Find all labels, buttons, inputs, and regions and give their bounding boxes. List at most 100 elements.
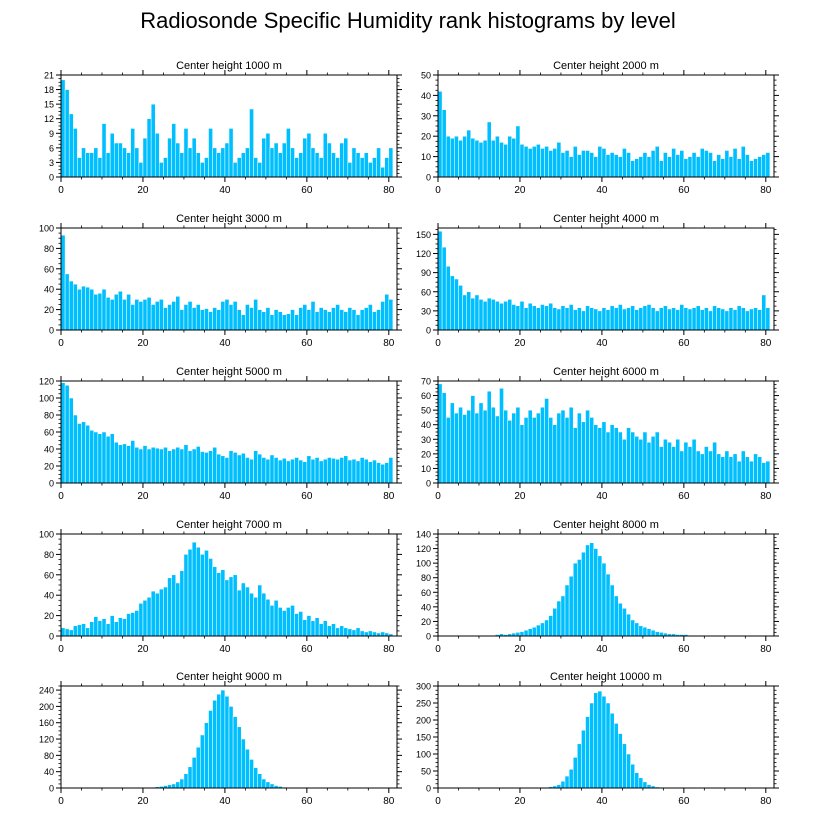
histogram-bar — [167, 137, 172, 178]
histogram-bar — [544, 146, 549, 178]
histogram-bar — [622, 308, 627, 331]
histogram-bar — [159, 162, 164, 178]
histogram-bar — [634, 622, 640, 637]
histogram-bar — [376, 462, 381, 484]
histogram-bar — [77, 624, 82, 637]
histogram-bar — [577, 154, 582, 178]
histogram-bar — [368, 461, 373, 484]
histogram-bar — [142, 600, 148, 637]
y-tick-label: 40 — [44, 591, 54, 601]
histogram-bar — [277, 459, 283, 484]
x-tick-label: 60 — [678, 338, 690, 349]
histogram-bar — [290, 309, 295, 331]
histogram-panel-2: Center height 2000 m 0 20 40 60 80 0 10 20 30 40 50 — [421, 60, 779, 196]
histogram-bar — [716, 307, 721, 331]
histogram-bar — [241, 453, 246, 484]
x-tick-label: 60 — [678, 185, 690, 196]
histogram-bar — [187, 147, 193, 178]
y-tick-label: 240 — [39, 686, 54, 696]
histogram-bar — [163, 307, 168, 331]
panel-title: Center height 6000 m — [553, 366, 659, 378]
histogram-bar — [134, 447, 140, 484]
histogram-bar — [548, 302, 553, 331]
histogram-bar — [261, 778, 267, 789]
x-tick-label: 40 — [596, 338, 608, 349]
x-tick-label: 60 — [678, 796, 690, 807]
histogram-bar — [441, 109, 447, 178]
histogram-bar — [736, 460, 742, 484]
x-tick-label: 60 — [301, 491, 313, 502]
histogram-bar — [347, 162, 353, 178]
histogram-bar — [622, 608, 627, 637]
histogram-bar — [101, 123, 107, 178]
histogram-bar — [93, 431, 99, 484]
histogram-bar — [745, 456, 750, 484]
histogram-bar — [232, 716, 238, 789]
histogram-bar — [462, 135, 467, 178]
histogram-bar — [667, 308, 672, 331]
y-tick-label: 0 — [49, 173, 54, 183]
histogram-panel-1: Center height 1000 m 0 20 40 60 80 0 3 6 9 12 15 18 2… — [44, 60, 402, 196]
histogram-bar — [331, 152, 336, 178]
histogram-bar — [216, 309, 222, 331]
histogram-bar — [138, 448, 144, 484]
histogram-bar — [384, 294, 390, 331]
histogram-bar — [740, 307, 746, 331]
histogram-bar — [269, 605, 275, 637]
histogram-bar — [474, 412, 480, 484]
histogram-bar — [273, 142, 279, 178]
y-tick-label: 150 — [416, 733, 431, 743]
histogram-bar — [286, 460, 291, 484]
histogram-bar — [224, 579, 230, 637]
histogram-bar — [548, 150, 553, 178]
histogram-bar — [572, 146, 578, 178]
x-tick-label: 80 — [760, 644, 772, 655]
histogram-bar — [73, 283, 78, 331]
histogram-bar — [753, 307, 758, 331]
histogram-bar — [474, 294, 480, 331]
y-tick-label: 12 — [44, 114, 54, 124]
histogram-bar — [470, 297, 476, 331]
histogram-bar — [126, 152, 131, 178]
histogram-bar — [454, 135, 459, 178]
y-tick-label: 40 — [421, 602, 431, 612]
histogram-bar — [605, 431, 611, 484]
histogram-bar — [372, 459, 377, 484]
y-tick-label: 200 — [416, 716, 431, 726]
histogram-bar — [351, 309, 357, 331]
histogram-bar — [118, 444, 123, 484]
histogram-bar — [597, 310, 603, 331]
histogram-bar — [245, 304, 250, 331]
histogram-bar — [450, 137, 455, 178]
histogram-bar — [663, 305, 668, 331]
histogram-bar — [322, 309, 328, 331]
histogram-bar — [224, 457, 230, 484]
histogram-bar — [495, 301, 500, 331]
histogram-bar — [183, 773, 189, 789]
y-tick-label: 300 — [416, 682, 431, 692]
histogram-bar — [593, 156, 599, 178]
histogram-bar — [187, 301, 193, 331]
histogram-bar — [728, 456, 734, 484]
histogram-bar — [322, 620, 328, 637]
histogram-bar — [241, 314, 246, 331]
histogram-bar — [507, 135, 513, 178]
histogram-panel-7: Center height 7000 m 0 20 40 60 80 0 20 40 60 80 10… — [39, 519, 402, 655]
histogram-bar — [138, 301, 144, 331]
histogram-bar — [126, 445, 131, 484]
histogram-bar — [671, 148, 676, 178]
x-tick-label: 80 — [383, 644, 395, 655]
y-tick-label: 200 — [39, 702, 54, 712]
histogram-bar — [458, 406, 463, 484]
histogram-bar — [523, 629, 529, 637]
histogram-bar — [376, 147, 381, 178]
x-tick-label: 0 — [435, 796, 441, 807]
histogram-bar — [556, 308, 562, 331]
histogram-bar — [163, 447, 168, 484]
histogram-bar — [154, 447, 160, 484]
histogram-bar — [708, 152, 713, 178]
histogram-bar — [212, 566, 217, 637]
x-tick-label: 60 — [301, 338, 313, 349]
x-tick-label: 80 — [383, 338, 395, 349]
